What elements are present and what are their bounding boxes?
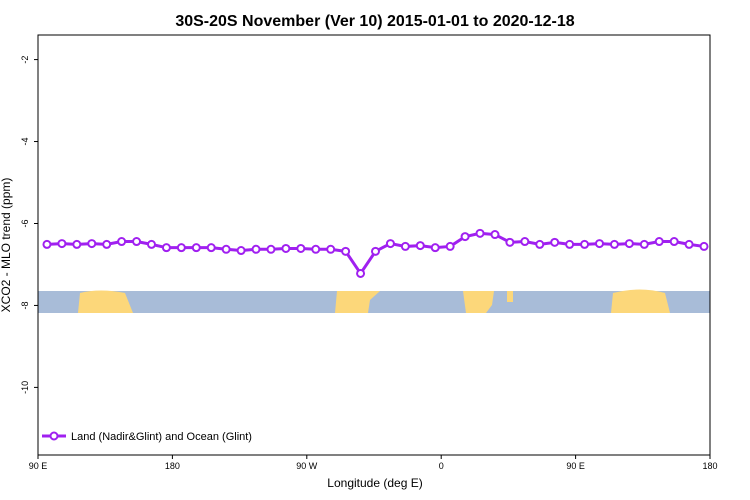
point — [430, 243, 440, 253]
point — [460, 232, 470, 242]
point — [117, 237, 127, 247]
point — [385, 239, 395, 249]
legend-label: Land (Nadir&Glint) and Ocean (Glint) — [71, 431, 252, 443]
point — [639, 239, 649, 249]
point — [341, 246, 351, 256]
point — [580, 239, 590, 249]
point — [356, 268, 366, 278]
point — [520, 237, 530, 247]
x-tick-label: 90 E — [29, 461, 48, 471]
point — [624, 239, 634, 249]
point — [490, 230, 500, 240]
point — [654, 237, 664, 247]
x-tick-label: 180 — [165, 461, 180, 471]
y-tick-label: -4 — [20, 138, 30, 146]
point — [296, 243, 306, 253]
point — [669, 237, 679, 247]
point — [132, 237, 142, 247]
point — [609, 239, 619, 249]
point — [161, 243, 171, 253]
point — [326, 244, 336, 254]
point — [146, 239, 156, 249]
point — [400, 241, 410, 251]
y-tick-label: -2 — [20, 56, 30, 64]
chart-title: 30S-20S November (Ver 10) 2015-01-01 to … — [175, 13, 574, 30]
point — [550, 237, 560, 247]
point — [102, 239, 112, 249]
x-tick-label: 90 E — [566, 461, 585, 471]
point — [251, 244, 261, 254]
point — [191, 243, 201, 253]
point — [266, 244, 276, 254]
point — [236, 246, 246, 256]
point — [505, 237, 515, 247]
x-tick-label: 0 — [439, 461, 444, 471]
point — [57, 239, 67, 249]
legend-marker — [49, 431, 59, 441]
map-strip — [38, 289, 710, 313]
point — [42, 239, 52, 249]
point — [445, 241, 455, 251]
y-axis-label: XCO2 - MLO trend (ppm) — [0, 178, 13, 313]
point — [87, 239, 97, 249]
x-tick-label: 180 — [702, 461, 717, 471]
x-axis-label: Longitude (deg E) — [327, 476, 422, 490]
x-tick-label: 90 W — [296, 461, 318, 471]
point — [206, 243, 216, 253]
y-tick-label: -10 — [20, 381, 30, 394]
point — [594, 239, 604, 249]
point — [475, 228, 485, 238]
point — [415, 241, 425, 251]
point — [699, 241, 709, 251]
point — [370, 246, 380, 256]
plot-frame — [37, 34, 711, 456]
point — [176, 243, 186, 253]
point — [221, 244, 231, 254]
point — [281, 243, 291, 253]
point — [311, 244, 321, 254]
point — [565, 239, 575, 249]
y-tick-label: -8 — [20, 301, 30, 309]
y-tick-label: -6 — [20, 219, 30, 227]
point — [684, 239, 694, 249]
point — [72, 239, 82, 249]
point — [535, 239, 545, 249]
